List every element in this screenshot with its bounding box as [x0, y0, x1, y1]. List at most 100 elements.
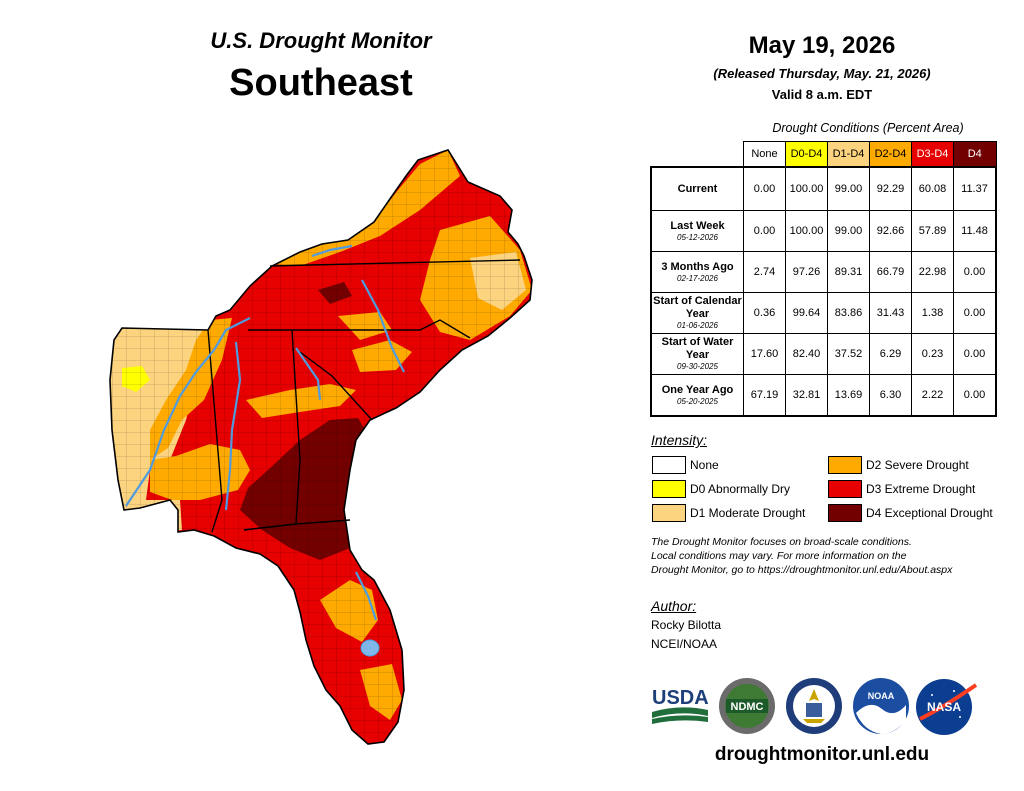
col-header-d3-d4: D3-D4 [911, 141, 954, 168]
table-cell: 92.66 [869, 210, 912, 252]
col-header-d0-d4: D0-D4 [785, 141, 828, 168]
legend-swatch [652, 504, 686, 522]
row-label-text: 3 Months Ago [661, 260, 734, 273]
table-cell: 0.23 [911, 333, 954, 375]
author-name: Rocky Bilotta [651, 618, 722, 632]
table-cell: 99.64 [785, 292, 828, 334]
ndmc-logo-text: NDMC [731, 701, 764, 713]
table-cell: 82.40 [785, 333, 828, 375]
usda-logo-text: USDA [652, 687, 709, 709]
table-cell: 0.36 [743, 292, 786, 334]
row-label: Start of Water Year 09-30-2025 [650, 333, 744, 375]
table-cell: 11.48 [953, 210, 997, 252]
table-cell: 17.60 [743, 333, 786, 375]
table-body: Current 0.00 100.00 99.00 92.29 60.08 11… [650, 166, 997, 417]
row-label-text: Last Week [670, 219, 725, 232]
table-caption: Drought Conditions (Percent Area) [772, 121, 964, 135]
legend-label: D1 Moderate Drought [690, 506, 806, 520]
row-label: One Year Ago 05-20-2025 [650, 374, 744, 417]
table-cell: 99.00 [827, 166, 870, 211]
table-corner [651, 142, 744, 168]
disclaimer-line: Local conditions may vary. For more info… [651, 550, 907, 562]
row-label-text: Start of Calendar Year [653, 295, 742, 320]
drought-map [109, 149, 533, 745]
table-cell: 32.81 [785, 374, 828, 417]
table-cell: 60.08 [911, 166, 954, 211]
table-cell: 0.00 [953, 374, 997, 417]
legend-swatch [828, 504, 862, 522]
table-cell: 37.52 [827, 333, 870, 375]
table-cell: 99.00 [827, 210, 870, 252]
legend-swatch [652, 480, 686, 498]
noaa-logo: NOAA [853, 678, 909, 735]
table-cell: 2.22 [911, 374, 954, 417]
row-date: 05-12-2026 [677, 232, 718, 242]
col-header-none: None [743, 141, 786, 168]
table-cell: 92.29 [869, 166, 912, 211]
usda-logo: USDA [652, 687, 709, 724]
col-header-d4: D4 [953, 141, 997, 168]
product-title: U.S. Drought Monitor [210, 28, 432, 53]
row-date: 02-17-2026 [677, 273, 718, 283]
row-label: Last Week 05-12-2026 [650, 210, 744, 252]
table-cell: 57.89 [911, 210, 954, 252]
legend-label: D3 Extreme Drought [866, 482, 976, 496]
nasa-logo-text: NASA [927, 700, 961, 714]
table-row: Last Week 05-12-2026 0.00 100.00 99.00 92… [650, 210, 997, 252]
legend-label: D2 Severe Drought [866, 458, 969, 472]
table-cell: 11.37 [953, 166, 997, 211]
table-cell: 1.38 [911, 292, 954, 334]
row-label-text: Current [677, 182, 718, 195]
release-note: (Released Thursday, May. 21, 2026) [713, 66, 931, 81]
author-title: Author: [651, 598, 697, 614]
noaa-logo-text: NOAA [868, 691, 895, 701]
table-cell: 66.79 [869, 251, 912, 293]
table-cell: 100.00 [785, 166, 828, 211]
nasa-logo: NASA [916, 679, 978, 735]
table-cell: 2.74 [743, 251, 786, 293]
disclaimer-line: The Drought Monitor focuses on broad-sca… [651, 536, 912, 548]
map-date: May 19, 2026 [748, 32, 896, 59]
col-header-d1-d4: D1-D4 [827, 141, 870, 168]
row-date: 05-20-2025 [677, 396, 718, 406]
website-link[interactable]: droughtmonitor.unl.edu [714, 744, 930, 765]
table-cell: 0.00 [953, 333, 997, 375]
legend-swatch [828, 480, 862, 498]
table-cell: 0.00 [953, 292, 997, 334]
region-title: Southeast [229, 62, 413, 104]
table-cell: 67.19 [743, 374, 786, 417]
table-cell: 31.43 [869, 292, 912, 334]
row-label-text: Start of Water Year [661, 336, 734, 361]
legend-title: Intensity: [651, 432, 708, 448]
table-cell: 22.98 [911, 251, 954, 293]
disclaimer: The Drought Monitor focuses on broad-sca… [651, 535, 1011, 577]
doc-seal-logo [786, 678, 842, 734]
table-cell: 0.00 [743, 210, 786, 252]
table-row: Start of Calendar Year 01-06-2026 0.36 99… [650, 292, 997, 334]
table-row: Start of Water Year 09-30-2025 17.60 82.4… [650, 333, 997, 375]
table-cell: 89.31 [827, 251, 870, 293]
table-cell: 6.29 [869, 333, 912, 375]
table-row: 3 Months Ago 02-17-2026 2.74 97.26 89.31 … [650, 251, 997, 293]
table-cell: 83.86 [827, 292, 870, 334]
table-row: Current 0.00 100.00 99.00 92.29 60.08 11… [650, 166, 997, 211]
row-label-text: One Year Ago [661, 383, 734, 396]
drought-conditions-table: None D0-D4 D1-D4 D2-D4 D3-D4 D4 Current … [650, 141, 997, 417]
author-org: NCEI/NOAA [651, 637, 718, 651]
table-cell: 97.26 [785, 251, 828, 293]
table-row: One Year Ago 05-20-2025 67.19 32.81 13.69… [650, 374, 997, 417]
row-date: 09-30-2025 [677, 362, 718, 371]
table-cell: 0.00 [953, 251, 997, 293]
legend-label: D0 Abnormally Dry [690, 482, 791, 496]
table-cell: 13.69 [827, 374, 870, 417]
col-header-d2-d4: D2-D4 [869, 141, 912, 168]
row-date: 01-06-2026 [677, 321, 718, 330]
disclaimer-line: Drought Monitor, go to https://droughtmo… [651, 564, 953, 576]
table-cell: 0.00 [743, 166, 786, 211]
legend-swatch [828, 456, 862, 474]
table-cell: 100.00 [785, 210, 828, 252]
row-label: Current [650, 166, 744, 211]
ndmc-logo: NDMC [719, 678, 775, 734]
legend-swatch [652, 456, 686, 474]
table-cell: 6.30 [869, 374, 912, 417]
